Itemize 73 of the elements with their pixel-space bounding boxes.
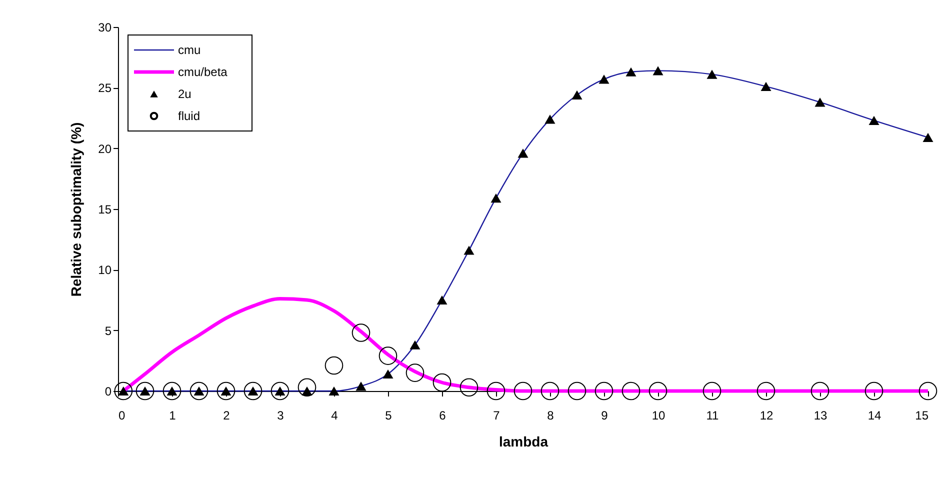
point (432, 373, 452, 392)
point (594, 382, 614, 400)
point (382, 369, 394, 379)
x-tick-label: 9 (601, 408, 608, 422)
x-tick-label: 1 (169, 408, 176, 422)
point (216, 382, 236, 400)
legend-label: cmu (178, 43, 201, 57)
point (626, 67, 636, 76)
point (328, 386, 340, 396)
point (864, 382, 884, 400)
point (622, 382, 640, 400)
point (702, 382, 722, 400)
y-tick-label: 20 (98, 142, 112, 156)
x-tick-label: 13 (814, 408, 828, 422)
point (514, 382, 532, 400)
point (378, 346, 398, 365)
x-tick-label: 14 (868, 408, 882, 422)
x-tick-label: 2 (223, 408, 230, 422)
x-tick-label: 7 (493, 408, 500, 422)
point (518, 148, 528, 158)
x-tick-label: 10 (652, 408, 666, 422)
point (814, 98, 826, 107)
point (460, 378, 478, 397)
legend-label: fluid (178, 109, 200, 123)
point (918, 382, 938, 400)
point (436, 295, 448, 305)
x-tick-label: 11 (706, 408, 720, 422)
point (648, 382, 668, 400)
x-tick-label: 4 (331, 408, 338, 422)
point (270, 382, 290, 400)
x-tick-label: 12 (760, 408, 774, 422)
y-tick-label: 10 (98, 263, 112, 278)
point (568, 382, 586, 400)
point (652, 66, 664, 76)
point (544, 114, 556, 124)
point (572, 90, 582, 100)
legend-label: 2u (178, 87, 192, 101)
x-tick-label: 15 (915, 408, 929, 422)
point (598, 74, 610, 84)
legend-label: cmu/beta (178, 65, 228, 79)
x-tick-label: 5 (385, 408, 392, 422)
point (136, 382, 154, 400)
point (706, 70, 718, 79)
point (922, 132, 934, 142)
point (868, 116, 880, 125)
x-tick-label: 6 (439, 408, 446, 422)
y-tick-label: 30 (98, 20, 112, 34)
point (486, 382, 506, 400)
x-tick-label: 3 (277, 408, 284, 422)
point (756, 382, 776, 400)
point (810, 382, 830, 400)
point (356, 382, 366, 391)
point (540, 382, 560, 400)
point (324, 356, 344, 375)
point (352, 324, 370, 342)
x-tick-label: 8 (547, 408, 554, 422)
x-tick-label: 0 (118, 408, 126, 422)
y-tick-label: 0 (104, 384, 112, 398)
x-axis-title: lambda (498, 434, 548, 450)
point (760, 82, 772, 91)
point (410, 340, 420, 350)
y-tick-label: 15 (98, 202, 112, 216)
point (162, 382, 182, 400)
point (490, 194, 502, 203)
point (406, 364, 424, 382)
point (114, 382, 133, 400)
point (190, 382, 208, 400)
y-tick-label: 5 (104, 324, 112, 338)
y-tick-label: 25 (98, 81, 112, 96)
point (464, 246, 474, 255)
point (298, 378, 316, 397)
point (244, 382, 262, 400)
y-axis-title: Relative suboptimality (%) (68, 122, 84, 297)
